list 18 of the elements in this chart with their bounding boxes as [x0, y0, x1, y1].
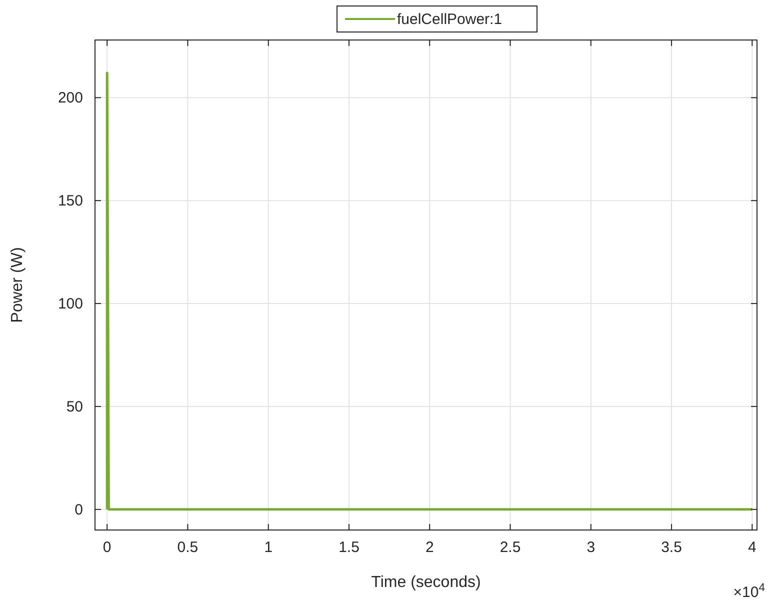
x-tick-label: 3.5 — [661, 539, 682, 556]
x-axis-title: Time (seconds) — [371, 574, 481, 591]
y-tick-label: 200 — [58, 90, 83, 107]
text: ×10$^{4}$ — [733, 582, 765, 601]
y-tick-label: 0 — [74, 501, 83, 518]
x-tick-label: 1 — [264, 539, 273, 556]
y-tick-label: 150 — [58, 192, 83, 210]
x-tick-label: 2 — [425, 539, 434, 556]
x-tick-label: 0.5 — [177, 539, 198, 556]
x-tick-label: 4 — [748, 539, 756, 556]
y-tick-label: 100 — [58, 296, 83, 313]
legend-label: fuelCellPower:1 — [397, 11, 502, 28]
x-tick-label: 2.5 — [500, 539, 521, 556]
y-axis-title: Power (W) — [9, 247, 26, 323]
x-tick-label: 0 — [102, 539, 112, 556]
x-tick-label: 1.5 — [338, 539, 360, 556]
y-tick-label: 50 — [66, 398, 83, 416]
x-tick-label: 3 — [586, 539, 596, 556]
